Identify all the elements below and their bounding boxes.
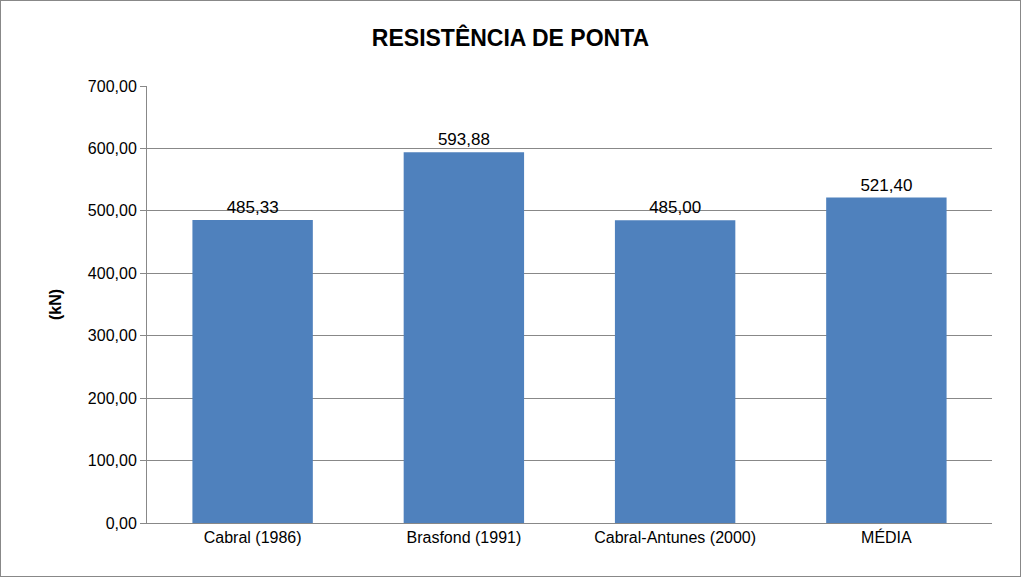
svg-text:500,00: 500,00 [88,202,137,219]
svg-text:700,00: 700,00 [88,78,137,95]
svg-text:521,40: 521,40 [860,176,912,195]
svg-text:Brasfond (1991): Brasfond (1991) [407,529,522,546]
svg-text:MÉDIA: MÉDIA [861,528,912,546]
svg-text:200,00: 200,00 [88,390,137,407]
svg-text:400,00: 400,00 [88,265,137,282]
svg-text:RESISTÊNCIA DE PONTA: RESISTÊNCIA DE PONTA [372,24,649,51]
svg-text:Cabral-Antunes (2000): Cabral-Antunes (2000) [594,529,756,546]
svg-text:485,00: 485,00 [649,198,701,217]
svg-text:485,33: 485,33 [227,198,279,217]
svg-text:100,00: 100,00 [88,452,137,469]
svg-text:0,00: 0,00 [106,515,137,532]
svg-text:600,00: 600,00 [88,140,137,157]
svg-text:(kN): (kN) [47,289,64,320]
svg-text:300,00: 300,00 [88,327,137,344]
svg-text:Cabral (1986): Cabral (1986) [204,529,302,546]
svg-text:593,88: 593,88 [438,130,490,149]
